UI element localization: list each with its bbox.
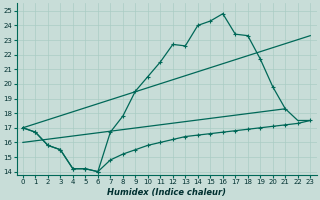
X-axis label: Humidex (Indice chaleur): Humidex (Indice chaleur) <box>107 188 226 197</box>
